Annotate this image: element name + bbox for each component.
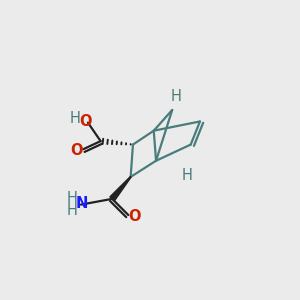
Text: H: H (70, 110, 81, 125)
Polygon shape (110, 177, 131, 201)
Text: H: H (170, 88, 181, 104)
Text: O: O (70, 143, 82, 158)
Text: N: N (76, 196, 88, 211)
Text: O: O (80, 114, 92, 129)
Text: H: H (66, 191, 77, 206)
Text: H: H (66, 203, 77, 218)
Text: H: H (182, 168, 193, 183)
Text: O: O (128, 209, 140, 224)
